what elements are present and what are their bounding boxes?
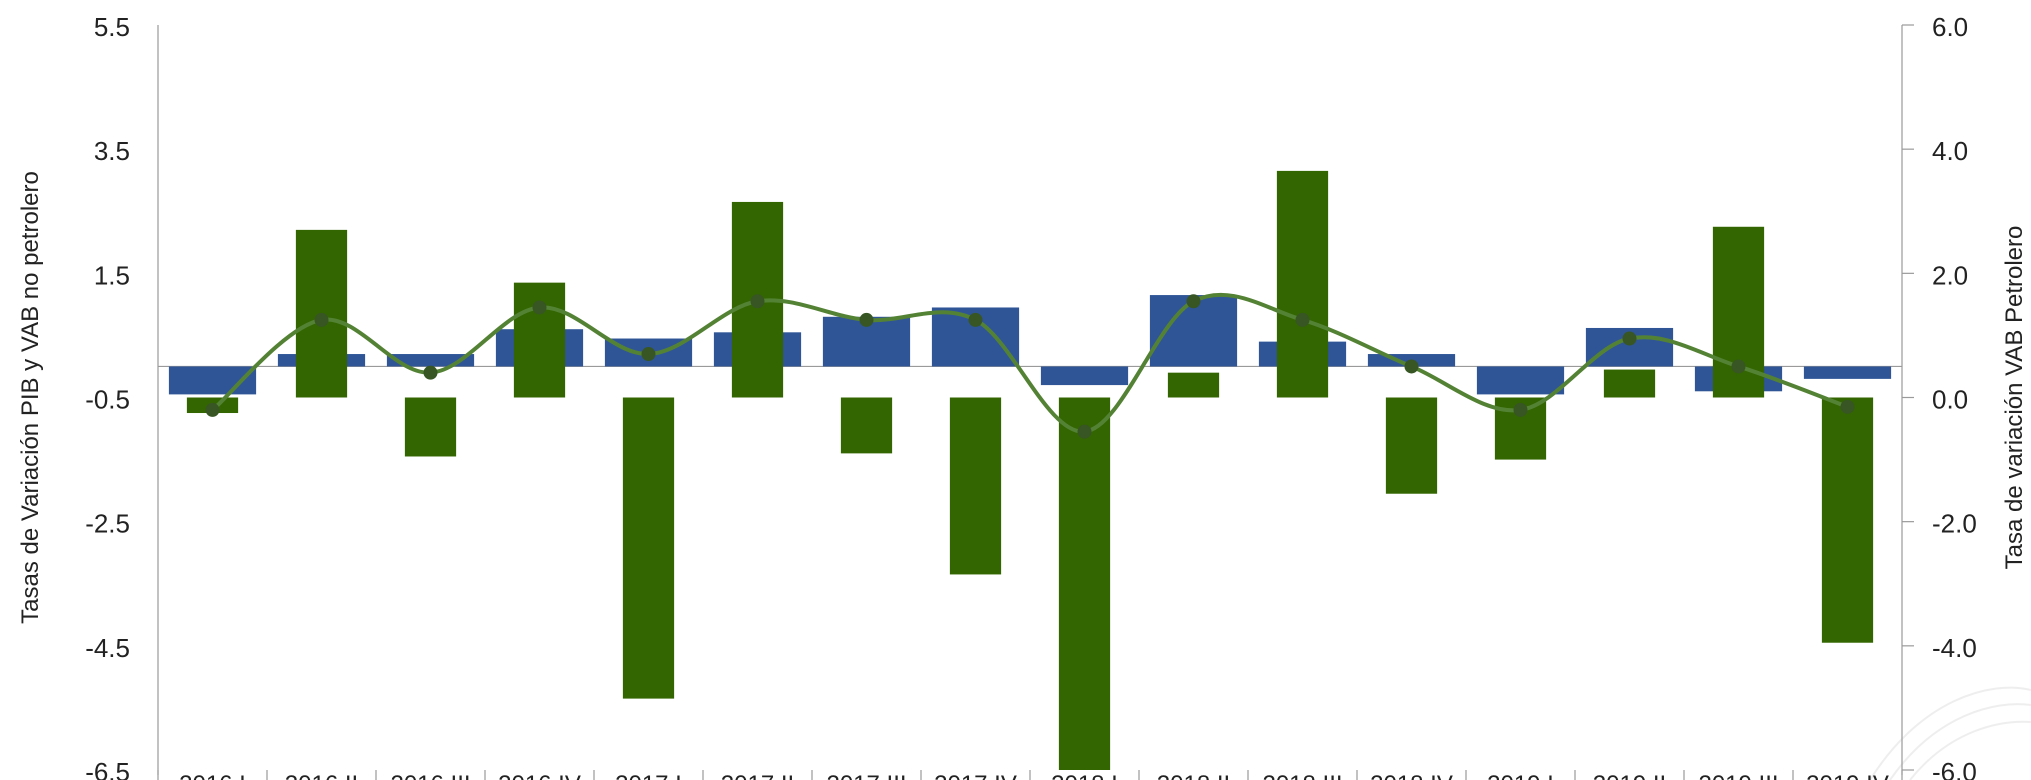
x-tick-label: 2019 I [1487, 771, 1554, 780]
bar-pib [1476, 366, 1565, 395]
axis-labels: 5.5 3.5 1.5 -0.5 -2.5 -4.5 -6.5 6.0 4.0 2.0 0.0 -2.… [17, 12, 2028, 780]
right-tick-label: 6.0 [1932, 12, 1968, 42]
line-point [859, 312, 874, 327]
bar-pib [1803, 366, 1892, 379]
line-point [1404, 359, 1419, 374]
bar-pib [1040, 366, 1129, 386]
bar-vab-petrolero [1603, 369, 1656, 398]
right-tick-label: 4.0 [1932, 136, 1968, 166]
x-tick-label: 2016 I [179, 771, 246, 780]
x-tick-label: 2019 IV [1806, 771, 1889, 780]
right-tick-label: -4.0 [1932, 633, 1977, 663]
bar-vab-petrolero [404, 397, 457, 457]
line-point [1295, 312, 1310, 327]
left-tick-label: 1.5 [94, 260, 130, 290]
line-point [1840, 399, 1855, 414]
left-tick-label: 3.5 [94, 136, 130, 166]
x-tick-label: 2016 IV [498, 771, 581, 780]
x-tick-label: 2017 III [826, 771, 906, 780]
x-tick-label: 2018 II [1157, 771, 1230, 780]
bar-vab-petrolero [1058, 397, 1111, 770]
x-tick-label: 2017 IV [934, 771, 1017, 780]
right-tick-label: 2.0 [1932, 260, 1968, 290]
left-axis-title: Tasas de Variación PIB y VAB no petroler… [17, 171, 44, 624]
x-tick-label: 2019 III [1698, 771, 1778, 780]
bar-vab-petrolero [622, 397, 675, 699]
x-tick-label: 2018 III [1262, 771, 1342, 780]
left-tick-label: 5.5 [94, 12, 130, 42]
line-point [314, 312, 329, 327]
line-point [641, 347, 656, 362]
left-tick-label: -2.5 [85, 509, 130, 539]
bar-vab-petrolero [1167, 372, 1220, 398]
left-tick-label: -6.5 [85, 757, 130, 780]
x-tick-label: 2018 IV [1370, 771, 1453, 780]
left-tick-label: -0.5 [85, 385, 130, 415]
watermark [1869, 686, 2031, 780]
line-point [532, 300, 547, 315]
right-tick-label: 0.0 [1932, 385, 1968, 415]
x-tick-label: 2018 I [1051, 771, 1118, 780]
line-point [968, 312, 983, 327]
x-tick-label: 2017 I [615, 771, 682, 780]
x-tick-label: 2017 II [721, 771, 794, 780]
x-tick-label: 2019 II [1593, 771, 1666, 780]
line-point [423, 365, 438, 380]
line-point [750, 294, 765, 309]
line-point [1077, 424, 1092, 439]
x-tick-label: 2016 III [390, 771, 470, 780]
bar-vab-petrolero [1276, 170, 1329, 398]
line-path [211, 292, 1849, 434]
line-point [1731, 359, 1746, 374]
right-tick-label: -6.0 [1932, 757, 1977, 780]
bar-vab-petrolero [513, 282, 566, 398]
series-vab-no-petrolero-line [205, 292, 1855, 439]
line-point [1622, 331, 1637, 346]
line-point [1186, 294, 1201, 309]
bar-vab-petrolero [1821, 397, 1874, 643]
bar-vab-petrolero [949, 397, 1002, 575]
line-point [1513, 402, 1528, 417]
right-tick-label: -2.0 [1932, 509, 1977, 539]
right-axis-title: Tasa de variación VAB Petrolero [2001, 226, 2028, 570]
line-point [205, 402, 220, 417]
left-tick-label: -4.5 [85, 633, 130, 663]
bar-vab-petrolero [1385, 397, 1438, 494]
bar-vab-petrolero [840, 397, 893, 454]
series-vab-petrolero-bars [186, 170, 1874, 770]
x-tick-label: 2016 II [285, 771, 358, 780]
